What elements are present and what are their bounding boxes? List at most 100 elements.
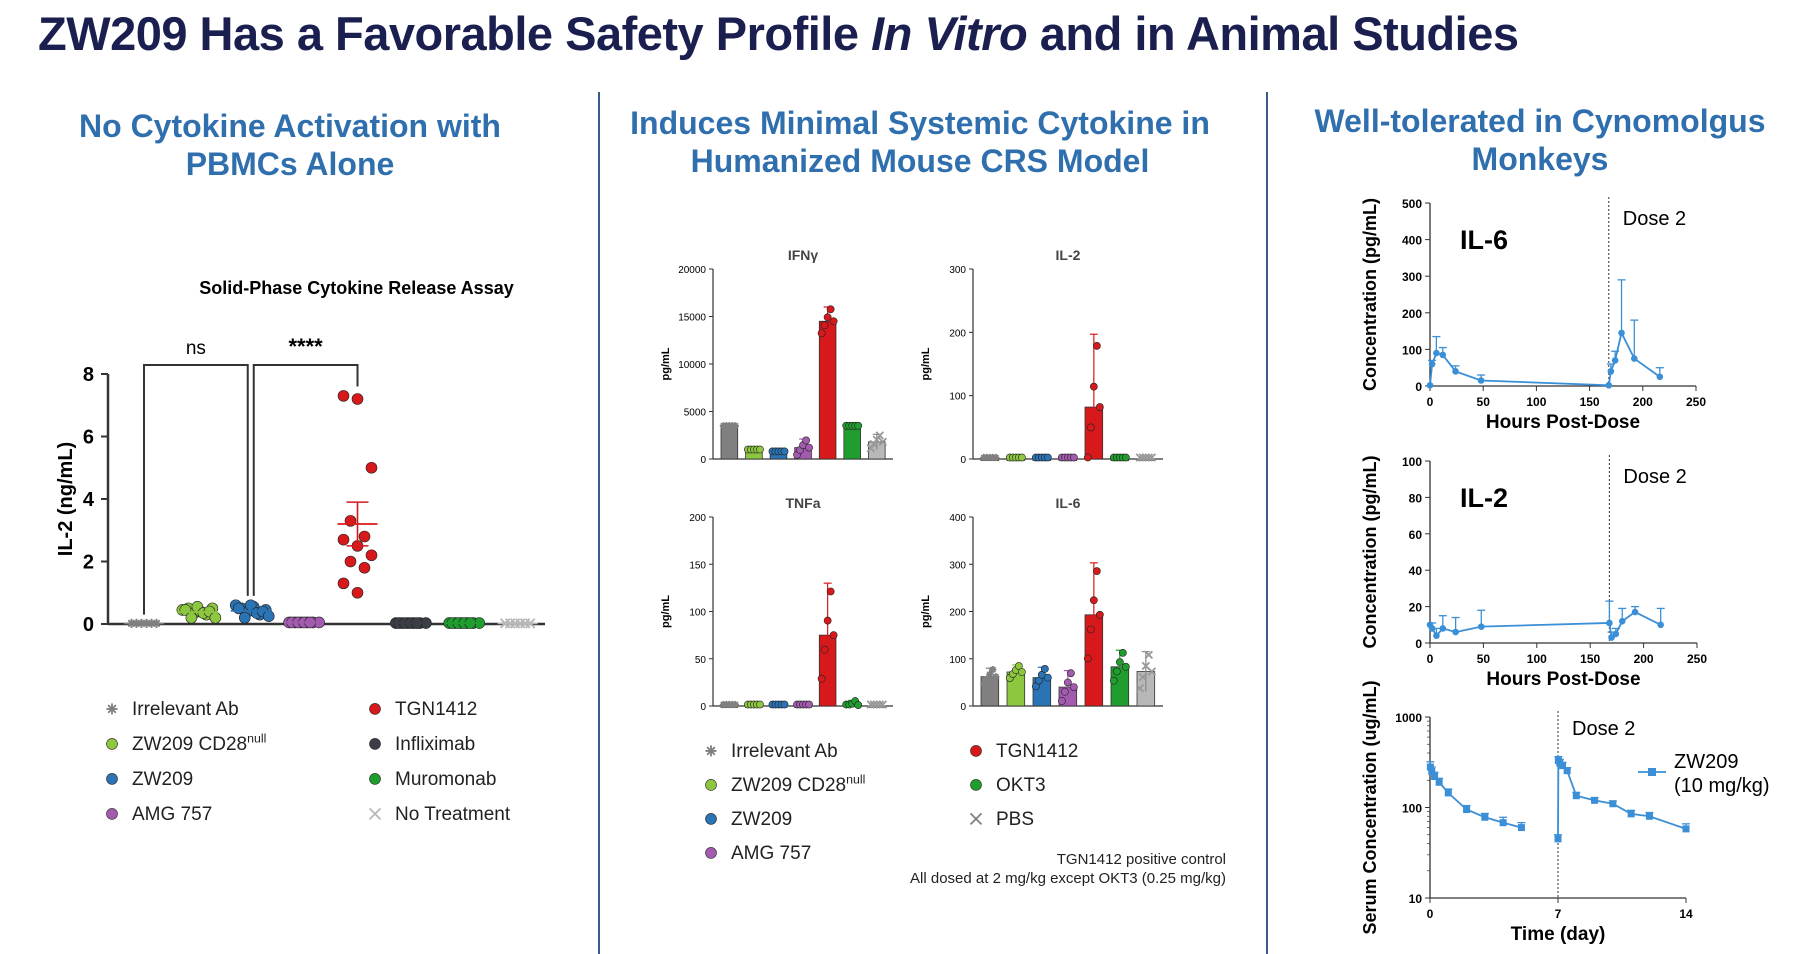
cra-title: Solid-Phase Cytokine Release Assay [199, 278, 513, 298]
il2-point [1433, 632, 1440, 640]
il6-cytokine-label: IL-6 [1460, 225, 1508, 255]
il6-x-tick-label: 50 [1477, 395, 1491, 409]
mouse-y-tick-label: 100 [689, 608, 706, 619]
serum-x-tick-label: 0 [1427, 907, 1434, 921]
serum-point [1481, 813, 1489, 821]
serum-legend-marker [1648, 768, 1656, 776]
cra-chart: Solid-Phase Cytokine Release Assay IL-2 (… [55, 278, 545, 825]
il6-y-tick-label: 100 [1402, 343, 1422, 357]
cra-y-tick-label: 6 [83, 427, 94, 449]
mouse-point [1095, 610, 1104, 619]
cra-point [351, 393, 364, 405]
il2-y-tick-label: 100 [1402, 455, 1422, 469]
mouse-subplot-ifn-: IFNγ pg/mL 0 5000 10000 15000 20000 [660, 247, 893, 466]
mouse-y-tick-label: 300 [949, 265, 966, 276]
legend-marker [970, 779, 982, 791]
mouse-point [1092, 567, 1101, 576]
cra-legend-label: Irrelevant Ab [132, 699, 239, 720]
cra-point [344, 555, 357, 568]
cra-legend-label: AMG 757 [132, 804, 212, 825]
il2-y-tick-label: 0 [1415, 637, 1422, 651]
cra-significance-bracket [143, 364, 249, 615]
serum-point [1645, 812, 1653, 820]
mouse-cytokine-charts: IFNγpg/mL05000100001500020000IL-2pg/mL01… [660, 247, 1163, 864]
cra-point [337, 390, 350, 402]
il6-x-tick-label: 200 [1633, 395, 1653, 409]
mouse-point [1086, 625, 1095, 634]
il6-x-tick-label: 250 [1686, 395, 1706, 409]
mouse-legend-label: Irrelevant Ab [731, 741, 838, 762]
mouse-legend: Irrelevant Ab ZW209 CD28null ZW209 AMG 757 T… [705, 741, 1078, 864]
serum-series-line [1557, 757, 1687, 839]
serum-x-label: Time (day) [1511, 924, 1606, 945]
il2-point [1618, 617, 1626, 625]
mouse-point [989, 665, 997, 674]
cra-point [358, 530, 371, 543]
cra-group-amg-757 [283, 616, 325, 629]
serum-point [1499, 819, 1507, 827]
il6-point [1607, 368, 1615, 375]
il6-series-line [1429, 330, 1661, 387]
il2-point [1606, 619, 1613, 627]
mouse-point [823, 313, 832, 322]
cra-legend-label: ZW209 CD28null [132, 731, 266, 755]
mouse-point [1144, 453, 1154, 462]
il2-point [1477, 623, 1485, 630]
mouse-bar-okt3 [843, 425, 861, 460]
serum-legend-label: ZW209 [1674, 751, 1738, 773]
il2-x-tick-label: 200 [1634, 652, 1654, 666]
mouse-point [1147, 667, 1157, 676]
il6-x-tick-label: 0 [1427, 395, 1434, 409]
legend-marker [705, 813, 717, 825]
mouse-point [983, 675, 991, 683]
cra-legend-label: ZW209 [132, 769, 193, 790]
mouse-subplot-il-2: IL-2 pg/mL 0 100 200 300 [920, 247, 1163, 466]
il2-x-tick-label: 250 [1687, 652, 1707, 666]
mouse-point [817, 674, 826, 683]
mouse-point [1092, 341, 1101, 350]
mouse-point [826, 587, 835, 596]
mouse-point [1089, 382, 1098, 391]
mouse-subplot-title: IL-2 [1056, 247, 1081, 263]
serum-point [1554, 835, 1562, 843]
il6-point [1477, 377, 1485, 384]
mouse-y-tick-label: 0 [700, 702, 706, 713]
mouse-point [1017, 453, 1026, 462]
mouse-subplot-tnfa: TNFa pg/mL 0 50 100 150 200 [660, 495, 893, 713]
mouse-y-label: pg/mL [660, 347, 672, 380]
cra-y-tick-label: 8 [83, 364, 94, 386]
mouse-point [878, 700, 888, 709]
serum-point [1627, 810, 1635, 818]
legend-marker [369, 703, 381, 715]
cra-group-zw209-cd28 [176, 601, 222, 624]
mouse-point [780, 700, 789, 709]
serum-point [1559, 762, 1567, 770]
il2-chart: 0 20 40 60 80 100 0 50 100 150 200 250 Hours Post-Do… [1360, 455, 1707, 690]
mouse-y-tick-label: 400 [949, 513, 966, 524]
serum-y-tick-label: 10 [1409, 892, 1423, 906]
mouse-point [1017, 668, 1026, 676]
mouse-point [731, 422, 739, 430]
cra-legend-label: Infliximab [395, 734, 475, 755]
legend-marker [705, 779, 717, 791]
cra-significance-bracket [252, 364, 359, 596]
mouse-subplot-title: IL-6 [1056, 495, 1081, 511]
legend-marker [969, 812, 983, 826]
il6-y-tick-label: 0 [1415, 380, 1422, 394]
cra-y-tick-label: 0 [83, 614, 94, 636]
il6-y-tick-label: 400 [1402, 234, 1422, 248]
cra-point [232, 602, 245, 615]
cra-point [185, 611, 198, 624]
legend-marker [106, 808, 118, 820]
cra-point [238, 611, 251, 624]
mouse-point [756, 700, 764, 709]
cra-point [337, 577, 350, 590]
mouse-y-tick-label: 100 [949, 392, 966, 403]
cra-point [209, 611, 222, 624]
serum-point [1431, 773, 1439, 781]
il2-dose2-label: Dose 2 [1623, 466, 1686, 488]
legend-marker [705, 745, 717, 757]
mouse-point [992, 453, 1000, 462]
il2-x-tick-label: 50 [1477, 652, 1491, 666]
mouse-legend-label: AMG 757 [731, 843, 811, 864]
